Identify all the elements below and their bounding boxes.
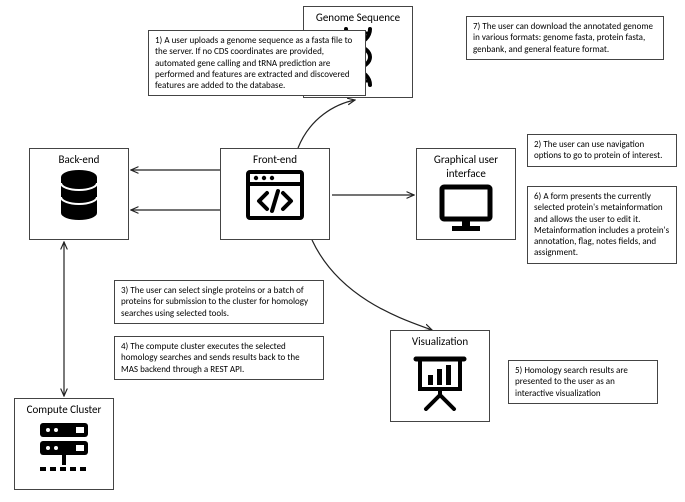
note-2: 2) The user can use navigation options t… [527,134,677,167]
note-6: 6) A form presents the currently selecte… [527,186,677,264]
node-viz: Visualization [390,330,490,422]
node-gui-title: Graphical user interface [421,153,511,181]
node-cluster-title: Compute Cluster [27,403,102,417]
note-7: 7) The user can download the annotated g… [466,16,664,60]
code-window-icon [245,169,305,221]
node-backend-title: Back-end [59,153,100,167]
node-cluster: Compute Cluster [14,398,114,490]
node-genome-title: Genome Sequence [316,11,400,25]
node-frontend-title: Front-end [253,153,297,167]
database-icon [56,169,102,225]
note-3: 3) The user can select single proteins o… [114,280,324,324]
monitor-icon [438,183,494,233]
node-viz-title: Visualization [412,335,468,349]
server-rack-icon [34,419,94,475]
node-frontend: Front-end [220,148,330,240]
note-5: 5) Homology search results are presented… [508,360,658,404]
presentation-chart-icon [412,351,468,411]
note-1: 1) A user uploads a genome sequence as a… [148,30,366,96]
node-backend: Back-end [29,148,129,240]
node-gui: Graphical user interface [416,148,516,240]
note-4: 4) The compute cluster executes the sele… [114,336,324,380]
